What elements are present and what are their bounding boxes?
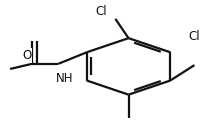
Text: O: O	[22, 49, 31, 62]
Text: Cl: Cl	[189, 30, 200, 43]
Text: Cl: Cl	[95, 5, 107, 18]
Text: NH: NH	[56, 72, 74, 85]
